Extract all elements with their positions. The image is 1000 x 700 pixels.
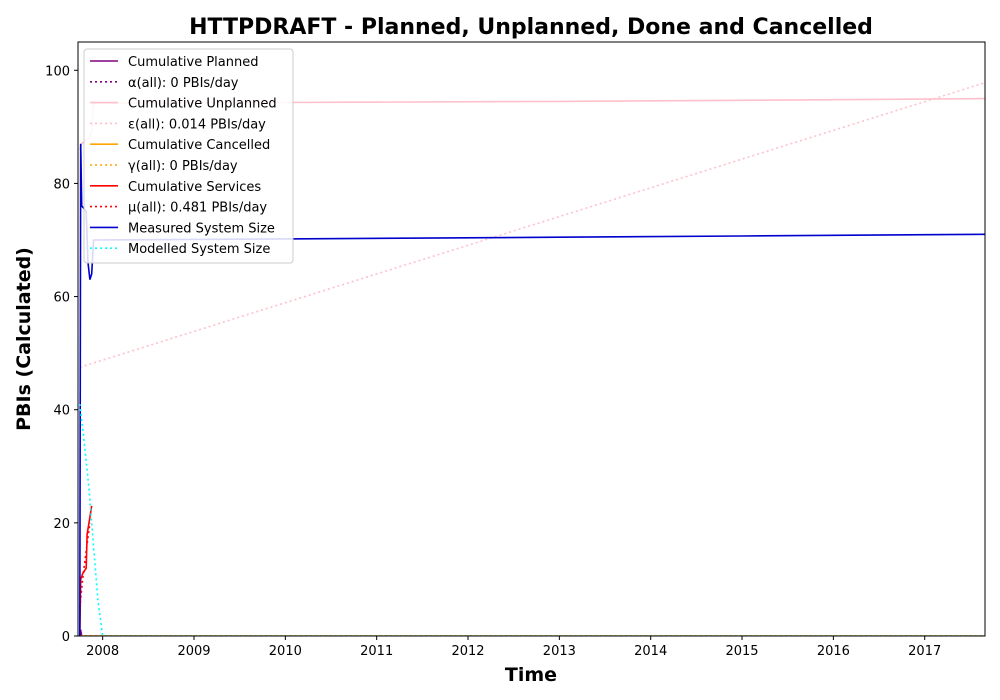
series-line-all-0-014-pbis-day bbox=[79, 81, 985, 369]
series-line-measured-system-size bbox=[79, 143, 985, 636]
series-line-cumulative-services bbox=[79, 505, 93, 636]
legend-entry: Measured System Size bbox=[128, 221, 275, 236]
axes-layer: 2008 2009 2010 2011 2012 2013 2014 2015 2016 2017… bbox=[45, 41, 986, 659]
legend: Cumulative Planned α(all): 0 PBIs/day Cumu… bbox=[83, 48, 294, 264]
legend-entry: Cumulative Cancelled bbox=[128, 138, 270, 153]
x-tick-label: 2011 bbox=[360, 644, 393, 659]
series-line-all-0-481-pbis-day bbox=[79, 522, 91, 608]
y-tick-label: 80 bbox=[53, 177, 70, 192]
x-tick-label: 2008 bbox=[86, 644, 119, 659]
legend-entry: μ(all): 0.481 PBIs/day bbox=[128, 201, 267, 216]
legend-entry: Modelled System Size bbox=[128, 242, 270, 257]
y-axis-label: PBIs (Calculated) bbox=[13, 247, 35, 431]
legend-entry: Cumulative Services bbox=[128, 180, 261, 195]
legend-entry: Cumulative Planned bbox=[128, 55, 258, 70]
series-line-modelled-system-size bbox=[79, 404, 985, 636]
x-tick-label: 2010 bbox=[269, 644, 302, 659]
x-tick-label: 2017 bbox=[908, 644, 941, 659]
y-tick-label: 20 bbox=[53, 517, 70, 532]
x-axis-label: Time bbox=[505, 664, 557, 686]
x-tick-label: 2013 bbox=[543, 644, 576, 659]
x-tick-label: 2009 bbox=[177, 644, 210, 659]
legend-entry: Cumulative Unplanned bbox=[128, 97, 277, 112]
y-tick-label: 0 bbox=[62, 630, 70, 645]
x-tick-label: 2016 bbox=[817, 644, 850, 659]
legend-box bbox=[83, 48, 294, 264]
legend-entry: α(all): 0 PBIs/day bbox=[128, 76, 239, 91]
legend-entry: γ(all): 0 PBIs/day bbox=[128, 159, 238, 174]
plot-frame bbox=[77, 41, 986, 637]
x-tick-label: 2014 bbox=[634, 644, 667, 659]
y-tick-label: 60 bbox=[53, 291, 70, 306]
y-tick-label: 40 bbox=[53, 404, 70, 419]
chart-title: HTTPDRAFT - Planned, Unplanned, Done and… bbox=[189, 15, 873, 40]
legend-entry: ε(all): 0.014 PBIs/day bbox=[128, 117, 266, 132]
x-tick-label: 2015 bbox=[725, 644, 758, 659]
y-tick-label: 100 bbox=[45, 64, 70, 79]
x-tick-label: 2012 bbox=[451, 644, 484, 659]
